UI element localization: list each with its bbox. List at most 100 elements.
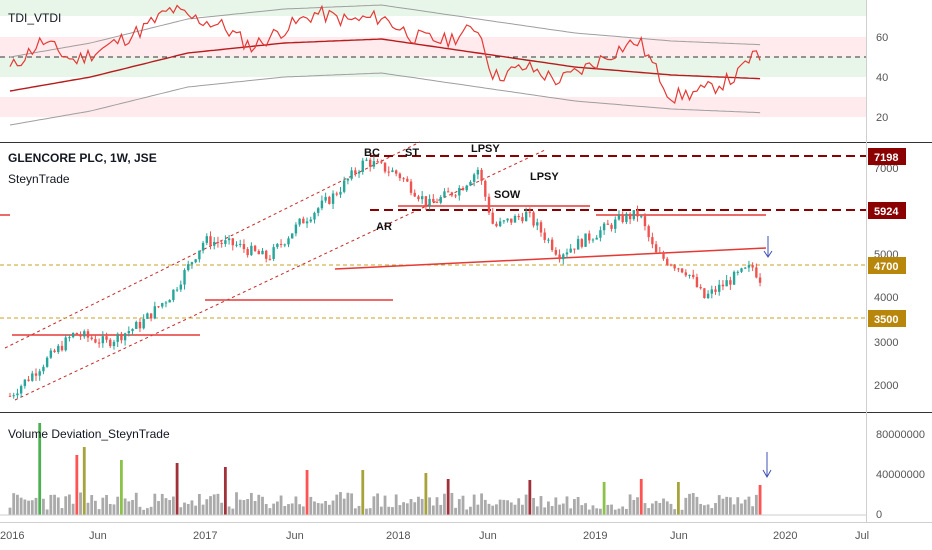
candle-body xyxy=(49,350,53,358)
price-tag-label: 5924 xyxy=(874,206,899,218)
volume-bar xyxy=(82,447,86,515)
candle-body xyxy=(424,196,428,206)
volume-bar xyxy=(647,508,651,515)
candle-body xyxy=(432,198,435,202)
down-arrow-icon xyxy=(763,236,773,258)
volume-bar xyxy=(75,455,79,515)
candle-body xyxy=(354,170,357,174)
volume-bar xyxy=(261,496,264,515)
candle-body xyxy=(268,258,272,260)
candle-body xyxy=(12,395,15,397)
candle-body xyxy=(465,185,468,191)
volume-bar xyxy=(502,499,506,515)
price-tag-box xyxy=(868,310,906,327)
volume-bar xyxy=(554,497,558,515)
volume-bar xyxy=(97,509,101,515)
volume-bar xyxy=(751,506,755,515)
candle-body xyxy=(161,303,164,307)
candle-body xyxy=(183,270,186,285)
volume-bar xyxy=(747,496,751,515)
volume-bar xyxy=(602,482,606,515)
price-tag-box xyxy=(868,202,906,219)
candle-body xyxy=(584,233,587,247)
volume-bar xyxy=(190,500,194,515)
volume-bar xyxy=(587,509,591,515)
candle-body xyxy=(391,170,394,172)
candle-body xyxy=(695,277,699,288)
candle-body xyxy=(543,232,546,240)
candle-body xyxy=(220,242,223,244)
candle-body xyxy=(406,178,409,182)
candle-body xyxy=(276,243,279,248)
time-tick-label: Jun xyxy=(286,530,304,542)
candle-body xyxy=(335,193,338,195)
candle-body xyxy=(368,159,372,167)
volume-bar xyxy=(495,504,498,515)
volume-bar xyxy=(242,500,246,515)
candle-body xyxy=(135,321,138,329)
candle-body xyxy=(357,171,361,174)
candle-body xyxy=(291,233,294,239)
candle-body xyxy=(732,271,736,285)
volume-bar xyxy=(491,505,495,515)
price-pane-title: GLENCORE PLC, 1W, JSE xyxy=(8,151,157,165)
annotation-st: ST xyxy=(405,147,419,159)
volume-bar xyxy=(624,508,628,515)
volume-bar xyxy=(673,509,677,515)
volume-bar xyxy=(49,494,53,515)
volume-bar xyxy=(123,498,127,515)
candle-body xyxy=(75,332,79,336)
volume-bar xyxy=(372,496,376,515)
candle-body xyxy=(209,236,212,246)
annotation-lpsy-1: LPSY xyxy=(471,143,500,155)
volume-bar xyxy=(283,506,287,515)
volume-bar xyxy=(64,496,68,515)
volume-bar xyxy=(205,499,209,515)
volume-bar xyxy=(431,505,435,515)
volume-bar xyxy=(186,503,190,515)
tdi-zone-mid xyxy=(0,57,866,77)
volume-bar xyxy=(142,509,146,515)
volume-bar xyxy=(691,492,695,515)
volume-bar xyxy=(650,503,654,515)
volume-bar xyxy=(79,492,82,515)
candle-body xyxy=(109,339,112,347)
volume-bar xyxy=(313,501,316,515)
volume-bar xyxy=(365,508,368,515)
candle-body xyxy=(658,252,662,254)
candle-body xyxy=(387,171,390,173)
volume-tick-label: 40000000 xyxy=(876,469,925,481)
volume-tick-label: 0 xyxy=(876,509,882,521)
volume-bar xyxy=(561,503,565,515)
volume-bar xyxy=(654,500,658,515)
volume-bar xyxy=(361,470,365,515)
candle-body xyxy=(172,289,175,300)
candle-body xyxy=(394,170,398,174)
candle-body xyxy=(721,284,725,287)
candle-body xyxy=(539,222,543,233)
volume-y-axis: 80000000 40000000 0 xyxy=(876,429,925,521)
candle-body xyxy=(547,239,550,241)
volume-bar xyxy=(298,504,302,515)
volume-bar xyxy=(279,495,283,515)
volume-bar xyxy=(658,502,662,515)
volume-bar xyxy=(272,503,276,515)
candle-body xyxy=(736,271,739,273)
candle-body xyxy=(246,249,249,256)
candle-body xyxy=(116,333,119,342)
price-tick-label: 4000 xyxy=(874,292,898,304)
candle-body xyxy=(599,230,602,238)
candle-body xyxy=(435,201,439,203)
candle-body xyxy=(365,159,368,161)
volume-bar xyxy=(53,494,56,515)
volume-bar xyxy=(465,509,469,515)
volume-bar xyxy=(728,497,732,515)
volume-bar xyxy=(201,504,205,515)
volume-bar xyxy=(38,423,42,515)
candle-body xyxy=(313,212,316,220)
volume-bar xyxy=(339,492,342,515)
price-tick-label: 7000 xyxy=(874,163,898,175)
volume-bar xyxy=(758,485,762,515)
candle-body xyxy=(227,238,231,241)
candle-body xyxy=(606,223,610,225)
